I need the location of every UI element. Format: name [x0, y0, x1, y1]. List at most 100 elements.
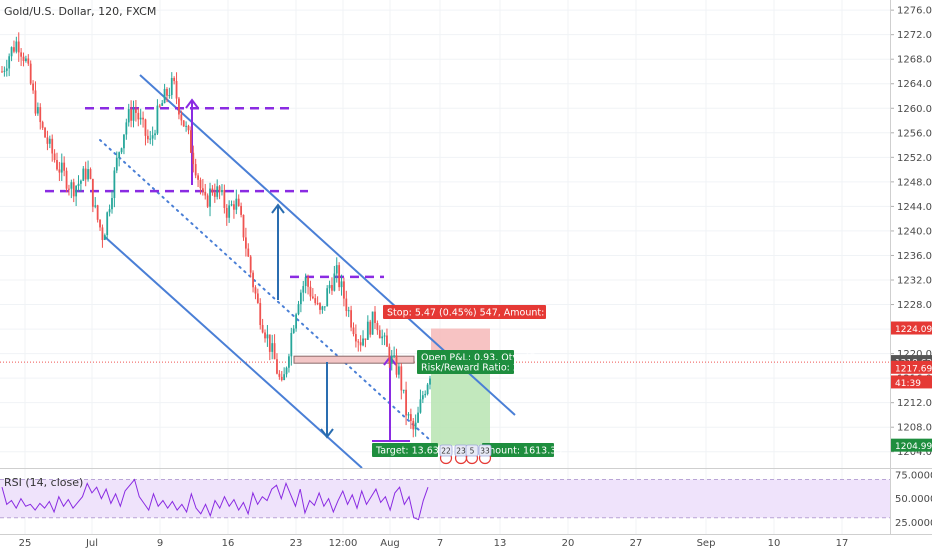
candle-body [419, 399, 422, 413]
candle-body [402, 389, 405, 391]
candle-body [417, 412, 419, 423]
candle-body [369, 321, 372, 335]
candle-body [218, 186, 221, 193]
candle-body [268, 334, 271, 352]
candle-body [285, 367, 288, 375]
candle-body [424, 393, 427, 396]
candle-body [56, 160, 58, 170]
price-tick-label: 1252.00 [897, 153, 932, 164]
candle-body [189, 130, 192, 153]
candle-body [99, 219, 101, 228]
position-labels: Stop: 5.47 (0.45%) 547, Amount: 753.85 Op… [372, 305, 581, 465]
candle-body [10, 47, 13, 57]
candle-body [326, 288, 329, 307]
stop-label: Stop: 5.47 (0.45%) 547, Amount: 753.85 [387, 308, 581, 319]
candle-body [101, 227, 104, 241]
candle-body [134, 109, 137, 113]
target-label-tail: mount: 1613.35 [486, 446, 562, 457]
candle-body [8, 56, 11, 69]
candle-body [230, 204, 233, 206]
candle-body [314, 298, 317, 304]
channel-midline [99, 139, 431, 441]
candle-body [225, 207, 228, 218]
candle-body [161, 103, 164, 106]
price-axis[interactable] [890, 0, 932, 550]
candle-body [144, 119, 147, 136]
candle-body [199, 179, 202, 189]
price-tick-label: 1256.00 [897, 128, 932, 139]
candle-body [271, 343, 274, 352]
candle-body [34, 90, 37, 114]
purple-arrow-up-head [185, 98, 199, 109]
candle-body [352, 327, 355, 335]
candle-body [163, 88, 166, 104]
candle-body [321, 306, 324, 310]
time-tick-label: 16 [222, 538, 235, 549]
candle-body [46, 137, 49, 144]
candle-body [211, 188, 214, 193]
candle-body [22, 56, 25, 61]
candle-body [386, 335, 388, 347]
price-highlight-label: 41:39 [895, 379, 921, 389]
candle-body [125, 122, 128, 135]
candle-body [421, 395, 424, 400]
candle-body [221, 190, 223, 193]
target-zone [431, 362, 490, 446]
candle-body [244, 237, 247, 249]
candle-body [44, 127, 46, 138]
candle-body [366, 321, 369, 340]
candles [1, 32, 431, 438]
candle-body [168, 95, 171, 97]
candle-body [333, 273, 336, 291]
axes: 1276.00 1272.00 1268.00 1264.00 1260.00 1256.… [19, 6, 932, 549]
rsi-indicator [0, 478, 890, 521]
time-tick-label: Jul [85, 538, 98, 549]
event-badge-bg [478, 444, 492, 457]
candle-body [338, 265, 341, 288]
candle-body [156, 105, 159, 134]
rsi-tick-label: 50.0000 [895, 494, 932, 505]
candle-body [266, 334, 269, 339]
candle-body [398, 366, 400, 375]
candle-body [254, 287, 257, 294]
channel-lower-line [104, 236, 363, 469]
candle-body [192, 152, 195, 165]
price-highlight-label: 1204.99 [895, 442, 932, 452]
candle-body [247, 248, 250, 257]
candle-body [87, 169, 89, 180]
candle-body [393, 355, 396, 357]
candle-body [17, 41, 20, 53]
candle-body [364, 338, 367, 340]
price-tick-label: 1212.00 [897, 398, 932, 409]
symbol-label: Gold/U.S. Dollar, 120, FXCM [4, 5, 156, 18]
candle-body [170, 77, 173, 96]
price-highlight-bg [891, 321, 932, 335]
target-label-bg [372, 443, 438, 457]
candle-body [264, 332, 266, 339]
candle-body [345, 298, 348, 311]
candle-body [242, 214, 245, 238]
candle-body [350, 310, 352, 328]
price-highlight-bg [891, 360, 932, 374]
candle-body [3, 70, 6, 72]
candle-body [142, 117, 144, 120]
price-highlight-bg [891, 438, 932, 452]
candle-body [206, 195, 209, 207]
candle-body [120, 148, 123, 153]
candle-body [343, 281, 345, 299]
price-tick-label: 1248.00 [897, 177, 932, 188]
blue-arrow-up-head [271, 203, 285, 214]
candle-body [299, 292, 302, 305]
candle-body [376, 322, 379, 331]
candle-body [302, 286, 305, 293]
candle-body [13, 47, 15, 52]
time-tick-label: 10 [768, 538, 781, 549]
candle-body [58, 169, 61, 173]
candle-body [36, 107, 39, 114]
candle-body [340, 281, 343, 288]
time-tick-label: 12:00 [329, 538, 358, 549]
candle-body [91, 178, 94, 207]
price-tick-label: 1268.00 [897, 55, 932, 66]
candle-body [304, 277, 307, 287]
